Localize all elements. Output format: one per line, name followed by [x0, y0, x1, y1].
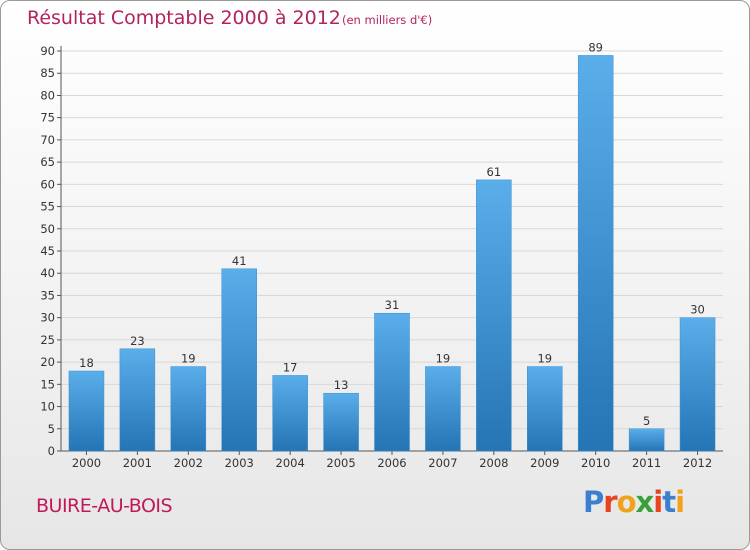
bars	[68, 55, 716, 452]
x-tick-label-2007: 2007	[428, 456, 457, 470]
y-tick-label: 20	[40, 355, 55, 369]
bar-2008	[476, 179, 512, 452]
logo-letter: r	[603, 485, 617, 519]
bar-2009	[527, 366, 563, 452]
x-tick-label-2001: 2001	[123, 456, 152, 470]
labels: 0 5 10 15 20 25 30 35 40 45 50 55 60 65 70 75 80 85 90 18 20…	[40, 40, 712, 470]
x-tick-label-2012: 2012	[683, 456, 712, 470]
y-tick-label: 5	[48, 422, 55, 436]
logo-letter: P	[583, 485, 604, 519]
y-tick-label: 45	[40, 244, 55, 258]
y-tick-label: 30	[40, 311, 55, 325]
y-tick-label: 65	[40, 155, 55, 169]
y-tick-label: 70	[40, 133, 55, 147]
x-tick-label-2005: 2005	[326, 456, 355, 470]
x-tick-label-2006: 2006	[377, 456, 406, 470]
logo-letter: t	[662, 485, 676, 519]
value-label-2003: 41	[232, 254, 247, 268]
logo-letter: o	[616, 485, 637, 519]
bar-2004	[272, 375, 308, 452]
x-tick-label-2000: 2000	[72, 456, 101, 470]
bar-2010	[577, 55, 614, 452]
y-tick-label: 50	[40, 222, 55, 236]
value-label-2004: 17	[283, 360, 298, 374]
y-tick-label: 60	[40, 177, 55, 191]
y-tick-label: 0	[48, 444, 55, 458]
value-label-2005: 13	[334, 378, 349, 392]
bar-2001	[119, 348, 156, 452]
proxiti-logo: Proxiti	[583, 485, 685, 519]
value-label-2008: 61	[487, 165, 502, 179]
commune-name: BUIRE-AU-BOIS	[36, 495, 173, 517]
value-label-2007: 19	[436, 352, 451, 366]
value-label-2006: 31	[385, 298, 400, 312]
y-tick-label: 10	[40, 400, 55, 414]
bar-2007	[425, 366, 461, 452]
bar-2000	[68, 370, 105, 452]
bar-2002	[170, 366, 207, 452]
y-tick-label: 40	[40, 266, 55, 280]
bar-2011	[628, 428, 665, 452]
y-tick-label: 80	[40, 88, 55, 102]
x-tick-label-2010: 2010	[581, 456, 610, 470]
bar-2003	[221, 268, 257, 452]
value-label-2012: 30	[690, 303, 705, 317]
x-tick-label-2003: 2003	[225, 456, 254, 470]
value-label-2009: 19	[537, 352, 552, 366]
y-tick-label: 85	[40, 66, 55, 80]
x-tick-label-2009: 2009	[530, 456, 559, 470]
x-tick-label-2008: 2008	[479, 456, 508, 470]
value-label-2000: 18	[79, 356, 94, 370]
bar-2005	[323, 392, 359, 452]
value-label-2002: 19	[181, 352, 196, 366]
y-tick-label: 35	[40, 288, 55, 302]
x-tick-label-2002: 2002	[174, 456, 203, 470]
logo-letter: i	[653, 485, 663, 519]
value-label-2010: 89	[588, 40, 603, 54]
logo-letter: i	[675, 485, 685, 519]
bar-2012	[679, 317, 716, 452]
chart-subtitle: (en milliers d'€)	[342, 13, 433, 27]
value-label-2001: 23	[130, 334, 145, 348]
y-tick-label: 75	[40, 111, 55, 125]
bar-2006	[374, 312, 410, 452]
logo-letter: x	[635, 485, 655, 519]
y-tick-label: 90	[40, 44, 55, 58]
y-tick-label: 25	[40, 333, 55, 347]
x-tick-label-2004: 2004	[276, 456, 305, 470]
chart-title: Résultat Comptable 2000 à 2012	[27, 7, 341, 29]
value-label-2011: 5	[643, 414, 650, 428]
y-tick-label: 15	[40, 377, 55, 391]
x-tick-label-2011: 2011	[632, 456, 661, 470]
y-tick-label: 55	[40, 200, 55, 214]
